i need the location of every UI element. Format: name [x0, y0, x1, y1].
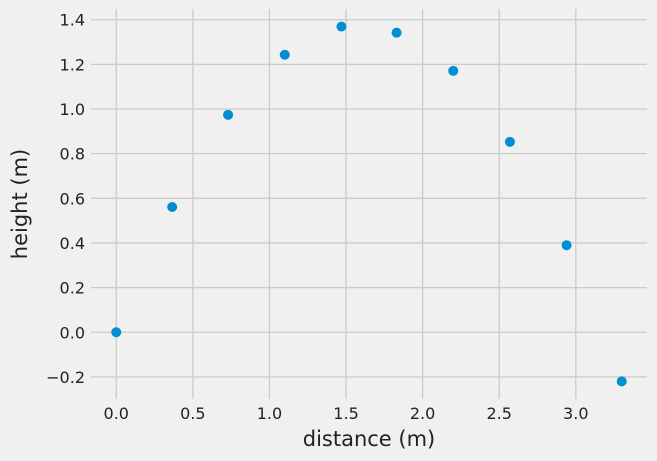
x-tick-label: 2.5 [486, 404, 511, 423]
y-tick-label: −0.2 [46, 368, 85, 387]
y-axis-label: height (m) [8, 149, 32, 259]
x-tick-label: 1.0 [257, 404, 282, 423]
point [616, 376, 627, 387]
point [336, 21, 347, 32]
y-tick-label: 0.0 [60, 323, 85, 342]
y-tick-label: 0.4 [60, 234, 85, 253]
y-tick-label: 0.2 [60, 279, 85, 298]
y-tick-label: 0.8 [60, 145, 85, 164]
y-tick-label: 1.0 [60, 100, 85, 119]
y-tick-label: 1.4 [60, 11, 85, 30]
x-tick-label: 2.0 [410, 404, 435, 423]
point [223, 109, 234, 120]
point [448, 65, 459, 76]
y-tick-label: 0.6 [60, 189, 85, 208]
x-tick-label: 0.0 [104, 404, 129, 423]
x-tick-label: 1.5 [333, 404, 358, 423]
point [504, 136, 515, 147]
x-axis-label: distance (m) [303, 427, 436, 451]
y-tick-label: 1.2 [60, 55, 85, 74]
point [391, 27, 402, 38]
point [167, 202, 178, 213]
point [279, 49, 290, 60]
x-tick-label: 3.0 [563, 404, 588, 423]
point [561, 240, 572, 251]
x-tick-label: 0.5 [180, 404, 205, 423]
point [111, 327, 122, 338]
